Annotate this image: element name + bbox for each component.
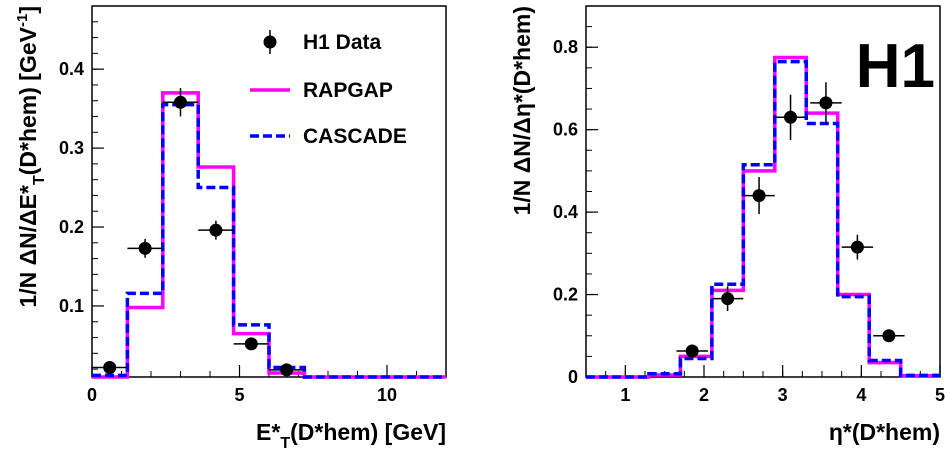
data-point — [280, 363, 294, 377]
legend-label: CASCADE — [303, 125, 407, 148]
x-tick-label: 3 — [778, 385, 788, 405]
data-point — [819, 96, 833, 110]
y-axis-title: 1/N ΔN/ΔE*T(D*hem) [GeV-1] — [14, 6, 48, 308]
data-point — [784, 110, 798, 124]
x-tick-label: 5 — [935, 385, 945, 405]
data-point — [138, 241, 152, 255]
data-point — [685, 344, 699, 358]
x-tick-label: 2 — [699, 385, 709, 405]
y-tick-label: 0.8 — [553, 37, 578, 57]
x-axis-title: E*T(D*hem) [GeV] — [256, 419, 446, 452]
data-point — [882, 329, 896, 343]
y-tick-label: 0.2 — [59, 217, 84, 237]
y-tick-label: 0.4 — [59, 59, 84, 79]
legend-label: RAPGAP — [303, 79, 393, 102]
plot-frame — [91, 5, 447, 378]
x-tick-label: 5 — [234, 385, 244, 405]
legend-label: H1 Data — [303, 31, 382, 54]
h1-logo: H1 — [856, 32, 935, 101]
data-point — [244, 337, 258, 351]
legend-point-marker — [263, 35, 277, 49]
x-tick-label: 4 — [856, 385, 866, 405]
y-tick-label: 0.3 — [59, 138, 84, 158]
data-point — [174, 95, 187, 109]
x-tick-label: 1 — [620, 385, 630, 405]
y-tick-label: 0.1 — [59, 296, 84, 316]
data-point — [850, 240, 864, 254]
data-point — [209, 223, 223, 237]
x-axis-title: η*(D*hem) — [829, 419, 940, 445]
y-tick-label: 0.6 — [553, 120, 578, 140]
y-tick-label: 0.2 — [553, 285, 578, 305]
left-plot: 0 5 10 0.1 0.2 0.3 0.4 E*T(D*hem) [GeV] 1/N ΔN/Δ… — [14, 5, 447, 452]
cascade-histogram — [586, 59, 940, 379]
y-tick-label: 0 — [568, 367, 578, 387]
data-point — [752, 189, 766, 203]
x-tick-label: 0 — [87, 385, 97, 405]
rapgap-histogram — [586, 55, 940, 379]
y-axis-title: 1/N ΔN/Δη*(D*hem) — [509, 6, 535, 215]
x-tick-label: 10 — [377, 385, 397, 405]
data-point — [103, 361, 117, 375]
rapgap-histogram — [92, 91, 446, 379]
cascade-histogram — [92, 102, 446, 379]
y-tick-label: 0.4 — [553, 202, 578, 222]
right-plot: 1 2 3 4 5 0 0.2 0.4 0.6 0.8 η*(D*hem) 1/N ΔN/Δη*(D*… — [509, 5, 945, 445]
data-point — [721, 292, 735, 306]
